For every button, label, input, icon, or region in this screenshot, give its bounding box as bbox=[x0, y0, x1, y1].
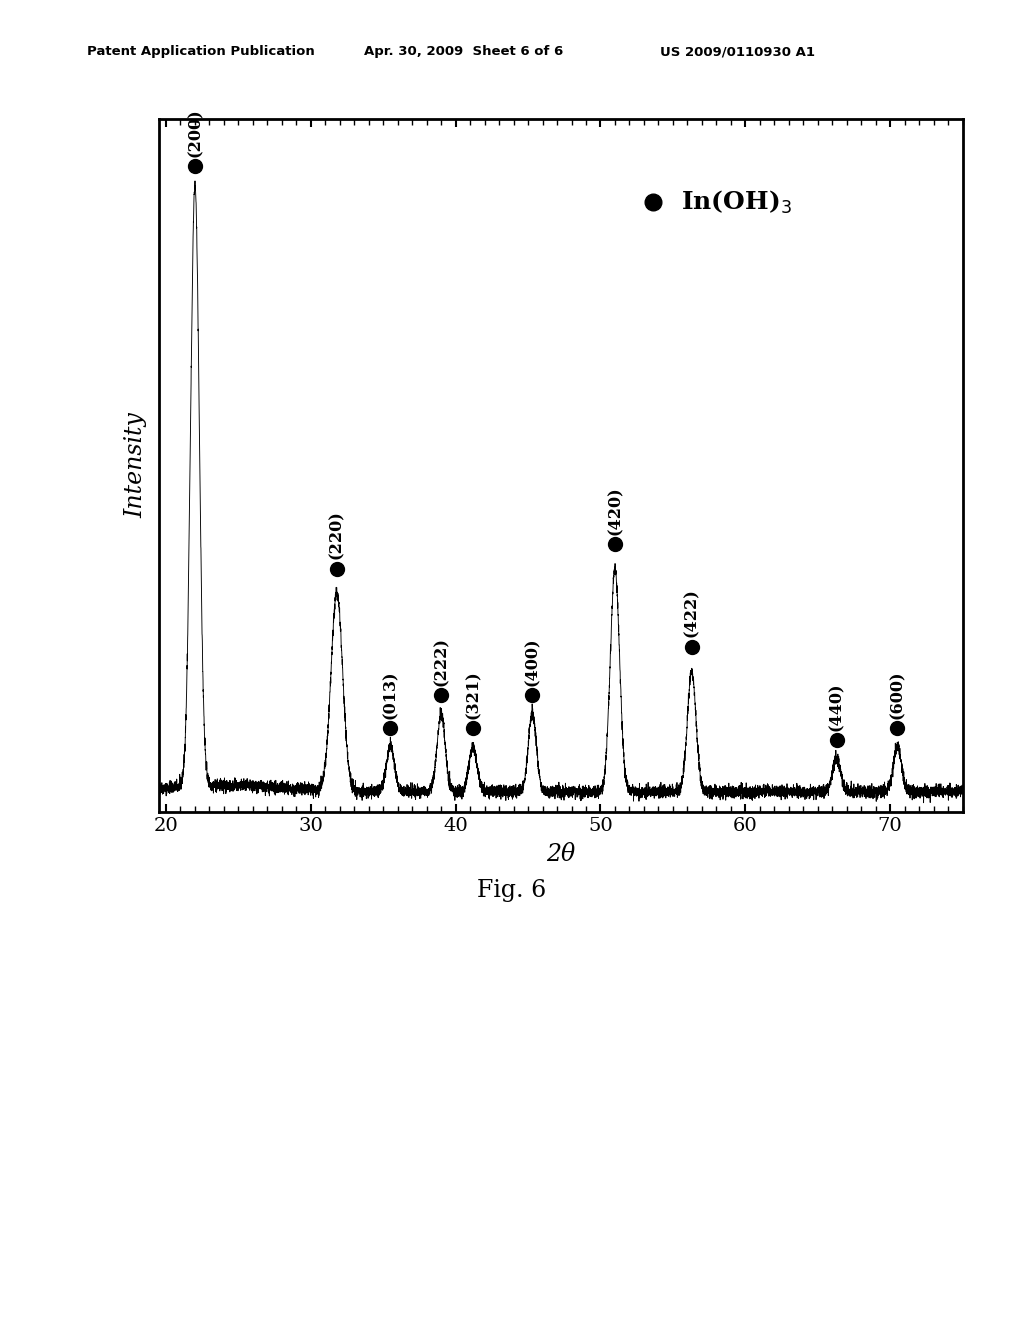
Text: (420): (420) bbox=[606, 487, 624, 535]
Text: (220): (220) bbox=[329, 511, 345, 560]
Text: (013): (013) bbox=[382, 671, 399, 718]
Text: (321): (321) bbox=[465, 671, 481, 718]
Text: (200): (200) bbox=[186, 108, 204, 157]
Text: (422): (422) bbox=[683, 589, 700, 638]
Text: Fig. 6: Fig. 6 bbox=[477, 879, 547, 903]
Y-axis label: Intensity: Intensity bbox=[125, 412, 147, 519]
Text: US 2009/0110930 A1: US 2009/0110930 A1 bbox=[660, 45, 815, 58]
Text: (400): (400) bbox=[524, 638, 541, 685]
Text: (440): (440) bbox=[828, 682, 845, 731]
X-axis label: 2θ: 2θ bbox=[546, 843, 575, 866]
Text: (222): (222) bbox=[433, 636, 450, 685]
Text: In(OH)$_3$: In(OH)$_3$ bbox=[681, 189, 793, 215]
Text: (600): (600) bbox=[889, 671, 906, 718]
Text: Apr. 30, 2009  Sheet 6 of 6: Apr. 30, 2009 Sheet 6 of 6 bbox=[364, 45, 563, 58]
Text: Patent Application Publication: Patent Application Publication bbox=[87, 45, 314, 58]
